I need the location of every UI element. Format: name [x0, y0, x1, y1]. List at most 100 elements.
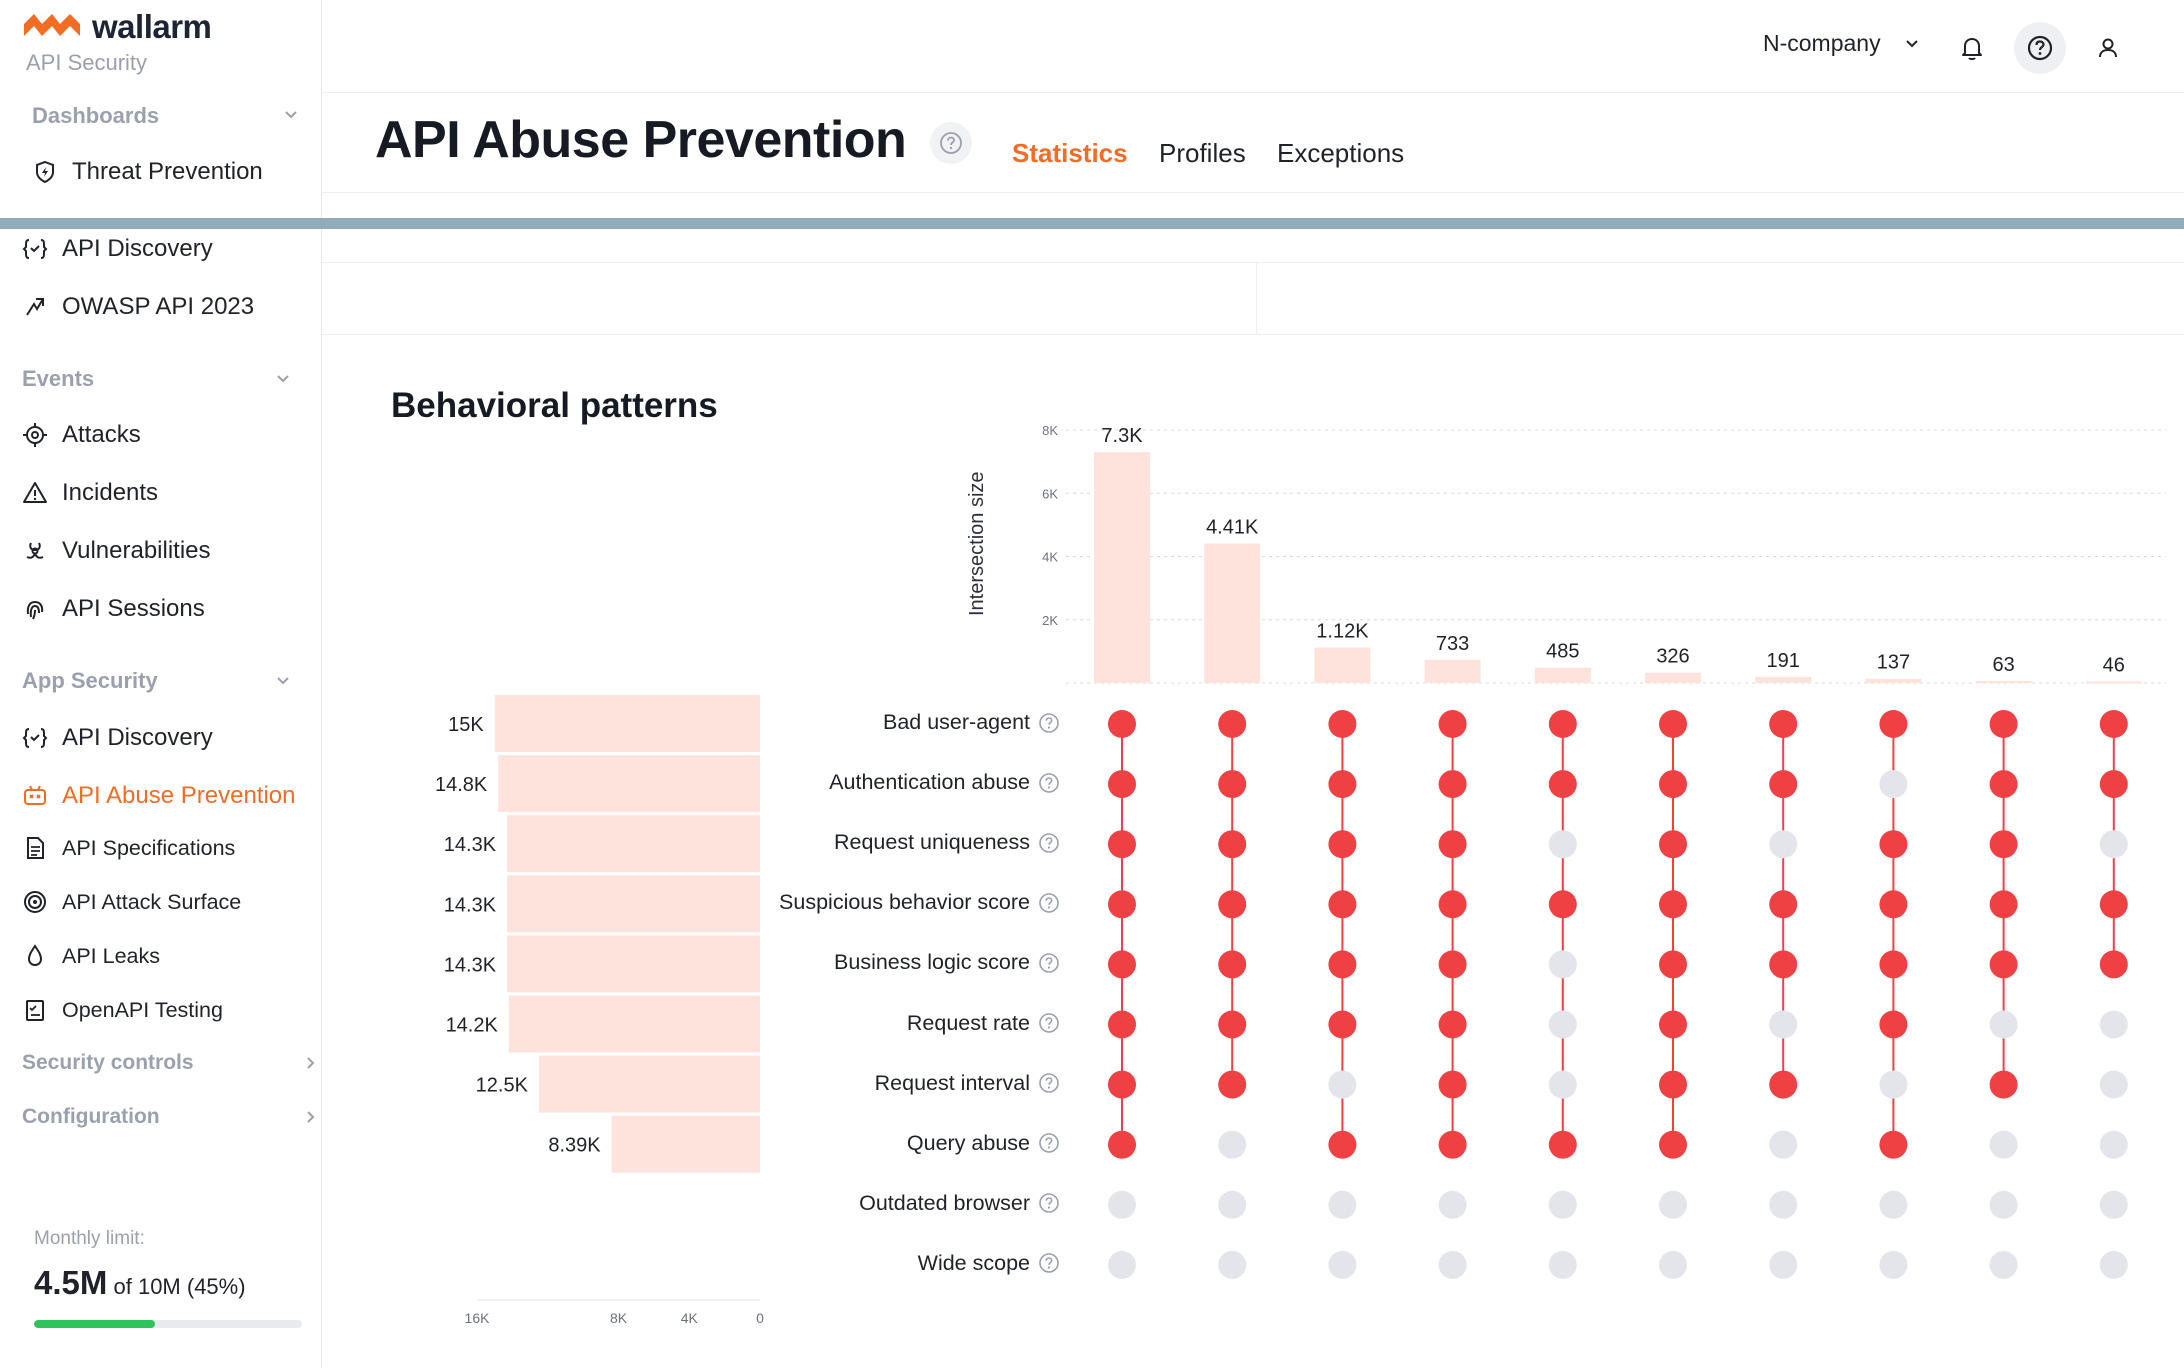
- set-axis-tick-label: 4K: [681, 1310, 699, 1326]
- matrix-dot-active: [1548, 710, 1577, 738]
- matrix-dot-active: [1879, 950, 1908, 979]
- matrix-dot-active: [1328, 950, 1357, 979]
- wallarm-logo-icon[interactable]: [24, 10, 82, 40]
- help-icon[interactable]: [1038, 832, 1060, 854]
- matrix-dot-active: [1548, 1130, 1577, 1159]
- matrix-dot-inactive: [1659, 1190, 1687, 1219]
- set-label-text: Authentication abuse: [829, 770, 1030, 795]
- intersection-bar: [1424, 659, 1481, 683]
- title-help-button[interactable]: [930, 122, 972, 164]
- matrix-dot-active: [1989, 710, 2018, 738]
- monthly-limit-used: 4.5M: [34, 1264, 108, 1301]
- profile-button[interactable]: [2082, 22, 2134, 74]
- sidebar-item-api-discovery[interactable]: API Discovery: [22, 229, 213, 269]
- company-selector[interactable]: N-company: [1763, 30, 1923, 57]
- help-icon: [2027, 35, 2053, 61]
- sidebar-item-label: Vulnerabilities: [62, 537, 211, 564]
- chevron-right-icon[interactable]: [300, 1106, 322, 1128]
- help-icon[interactable]: [1038, 1192, 1060, 1214]
- sidebar-item-api-sessions[interactable]: API Sessions: [22, 589, 205, 629]
- help-button[interactable]: [2014, 22, 2066, 74]
- matrix-dot-inactive: [1108, 1250, 1136, 1279]
- sidebar-item-attacks[interactable]: Attacks: [22, 415, 141, 455]
- help-icon[interactable]: [1038, 952, 1060, 974]
- matrix-dot-inactive: [2099, 1250, 2128, 1279]
- chevron-right-icon[interactable]: [300, 1052, 322, 1074]
- tab-exceptions[interactable]: Exceptions: [1277, 138, 1405, 168]
- sidebar-item-api-abuse-prevention[interactable]: API Abuse Prevention: [22, 776, 295, 816]
- sidebar-item-threat-prevention[interactable]: Threat Prevention: [32, 152, 263, 192]
- section-dashboards[interactable]: Dashboards: [32, 103, 160, 128]
- sidebar-item-incidents[interactable]: Incidents: [22, 473, 158, 513]
- sidebar-item-vulnerabilities[interactable]: Vulnerabilities: [22, 531, 211, 571]
- checklist-icon: [26, 1000, 44, 1021]
- sidebar-item-owasp-api-2023[interactable]: OWASP API 2023: [22, 287, 254, 327]
- matrix-dot-inactive: [2099, 1130, 2128, 1159]
- set-size-label: 14.3K: [444, 894, 497, 916]
- help-icon[interactable]: [1038, 1252, 1060, 1274]
- help-icon[interactable]: [1038, 772, 1060, 794]
- matrix-dot-active: [1438, 890, 1467, 919]
- sidebar-item-label: API Discovery: [62, 235, 213, 262]
- matrix-dot-inactive: [1769, 1250, 1798, 1279]
- set-label-text: Wide scope: [917, 1250, 1030, 1275]
- sidebar-item-api-specifications[interactable]: API Specifications: [22, 828, 235, 868]
- brand-name[interactable]: wallarm: [92, 8, 212, 45]
- help-icon[interactable]: [1038, 892, 1060, 914]
- tab-profiles[interactable]: Profiles: [1159, 138, 1246, 168]
- intersection-value-label: 7.3K: [1101, 425, 1143, 447]
- set-label-text: Request interval: [874, 1070, 1030, 1095]
- y-tick-label: 8K: [1042, 423, 1058, 438]
- matrix-dot-inactive: [1328, 1250, 1357, 1279]
- sidebar-item-label: API Specifications: [62, 835, 236, 860]
- matrix-dot-active: [1108, 710, 1136, 738]
- help-icon[interactable]: [1038, 1132, 1060, 1154]
- help-icon[interactable]: [1038, 1012, 1060, 1034]
- set-label: Business logic score: [834, 950, 1060, 975]
- set-label-text: Query abuse: [906, 1130, 1030, 1155]
- page-title: API Abuse Prevention: [375, 111, 907, 169]
- tab-statistics[interactable]: Statistics: [1012, 138, 1128, 168]
- chevron-down-icon[interactable]: [272, 670, 294, 692]
- monthly-limit-label: Monthly limit:: [34, 1228, 145, 1249]
- section-events[interactable]: Events: [22, 366, 95, 391]
- help-icon[interactable]: [1038, 1072, 1060, 1094]
- matrix-dot-inactive: [1879, 1250, 1908, 1279]
- matrix-dot-active: [2099, 710, 2128, 738]
- matrix-dot-active: [1108, 890, 1136, 919]
- matrix-dot-active: [1659, 890, 1687, 919]
- intersection-bar: [1204, 543, 1261, 683]
- intersection-bar: [1645, 672, 1701, 683]
- robot-icon: [24, 785, 46, 805]
- set-axis-tick-label: 16K: [465, 1310, 491, 1326]
- set-size-label: 8.39K: [548, 1135, 601, 1157]
- sidebar-item-label: Attacks: [62, 421, 141, 448]
- sidebar-item-api-discovery-app[interactable]: API Discovery: [22, 718, 213, 758]
- matrix-dot-inactive: [1769, 830, 1798, 859]
- notifications-button[interactable]: [1946, 22, 1998, 74]
- chevron-down-icon[interactable]: [272, 368, 294, 390]
- section-configuration[interactable]: Configuration: [22, 1105, 160, 1128]
- sidebar-item-api-attack-surface[interactable]: API Attack Surface: [22, 882, 241, 922]
- sidebar-item-api-leaks[interactable]: API Leaks: [22, 936, 160, 976]
- sidebar-item-label: OWASP API 2023: [62, 293, 255, 320]
- tabs-divider: [322, 192, 2184, 193]
- set-label-text: Bad user-agent: [882, 710, 1030, 734]
- chevron-down-icon[interactable]: [280, 104, 302, 126]
- matrix-dot-active: [1438, 710, 1467, 738]
- sidebar-item-label: API Abuse Prevention: [62, 782, 296, 809]
- help-icon[interactable]: [1038, 712, 1060, 734]
- intersection-bar: [1534, 667, 1591, 683]
- document-icon: [27, 837, 44, 859]
- matrix-dot-active: [1218, 1070, 1247, 1099]
- sidebar-item-openapi-testing[interactable]: OpenAPI Testing: [22, 990, 223, 1030]
- fingerprint-icon: [26, 600, 44, 620]
- warning-icon: [23, 482, 47, 503]
- matrix-dot-active: [1438, 1130, 1467, 1159]
- bell-icon: [1962, 38, 1982, 61]
- section-security-controls[interactable]: Security controls: [22, 1051, 194, 1074]
- matrix-dot-active: [1659, 950, 1687, 979]
- section-app-security[interactable]: App Security: [22, 668, 158, 693]
- company-name: N-company: [1763, 30, 1881, 56]
- shield-icon: [36, 160, 54, 184]
